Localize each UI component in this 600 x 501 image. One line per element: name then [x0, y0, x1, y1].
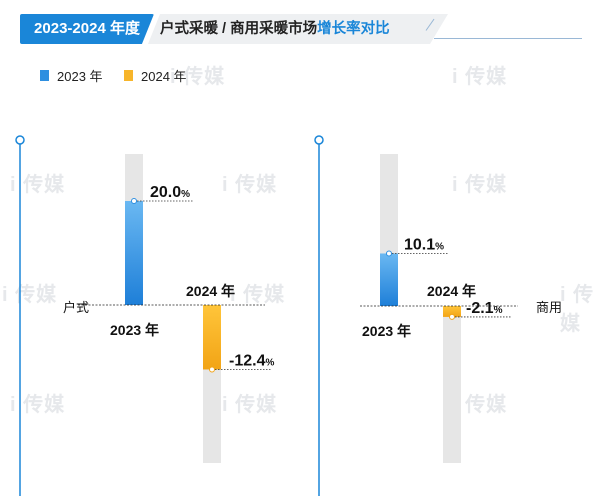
- data-label: 10.1%: [404, 236, 444, 253]
- legend-swatch-2023: [40, 70, 49, 81]
- bar-2023: [380, 253, 398, 306]
- data-label-percent: %: [265, 357, 274, 368]
- legend-swatch-2024: [124, 70, 133, 81]
- year-label: 2023-2024 年度: [20, 14, 154, 44]
- data-label-dot: [209, 366, 215, 373]
- legend-item-2024: 2024 年: [124, 66, 187, 85]
- x-tick-label: 2024 年: [427, 283, 476, 299]
- category-label: 户式: [63, 300, 89, 315]
- data-label-percent: %: [435, 241, 444, 252]
- bar-2024: [443, 306, 461, 317]
- data-label-number: -12.4: [229, 352, 266, 369]
- bar-2024: [203, 305, 221, 370]
- watermark: i 传媒: [10, 394, 66, 416]
- x-tick-label: 2023 年: [110, 322, 159, 338]
- legend-label-2023: 2023 年: [57, 69, 103, 84]
- data-label-number: 20.0: [150, 184, 181, 201]
- watermark: i 传媒: [10, 174, 66, 196]
- legend-item-2023: 2023 年: [40, 66, 103, 85]
- watermark: i 传媒: [452, 174, 508, 196]
- data-label: 20.0%: [150, 184, 190, 201]
- watermark: i 传媒: [222, 394, 278, 416]
- data-label-number: 10.1: [404, 236, 435, 253]
- data-label-percent: %: [181, 189, 190, 200]
- data-label-dot: [386, 250, 392, 257]
- panel-frame-dot: [314, 135, 324, 145]
- data-label: -2.1%: [466, 300, 503, 317]
- header-divider: [434, 38, 582, 39]
- watermark: i 传媒: [222, 174, 278, 196]
- data-label-number: -2.1: [466, 300, 494, 317]
- watermark: i 传媒: [452, 66, 508, 88]
- legend-label-2024: 2024 年: [141, 69, 187, 84]
- title-highlight: 增长率对比: [317, 21, 390, 37]
- watermark: i 传媒: [170, 66, 226, 88]
- page-title: 户式采暖 / 商用采暖市场增长率对比: [148, 14, 448, 44]
- data-label-percent: %: [494, 305, 503, 316]
- data-label-dot: [449, 313, 455, 320]
- watermark: i 传媒: [2, 284, 58, 306]
- watermark: i 传媒: [560, 284, 595, 335]
- x-tick-label: 2023 年: [362, 323, 411, 339]
- title-main: 户式采暖 / 商用采暖市场: [160, 21, 318, 37]
- watermark: i 传媒: [230, 284, 286, 306]
- panel-frame-dot: [15, 135, 25, 145]
- watermark: i 传媒: [452, 394, 508, 416]
- data-label: -12.4%: [229, 352, 274, 369]
- x-tick-label: 2024 年: [186, 283, 235, 299]
- category-label: 商用: [536, 300, 562, 315]
- bar-track: [443, 306, 461, 463]
- data-label-dot: [131, 198, 137, 204]
- bar-2023: [125, 201, 143, 305]
